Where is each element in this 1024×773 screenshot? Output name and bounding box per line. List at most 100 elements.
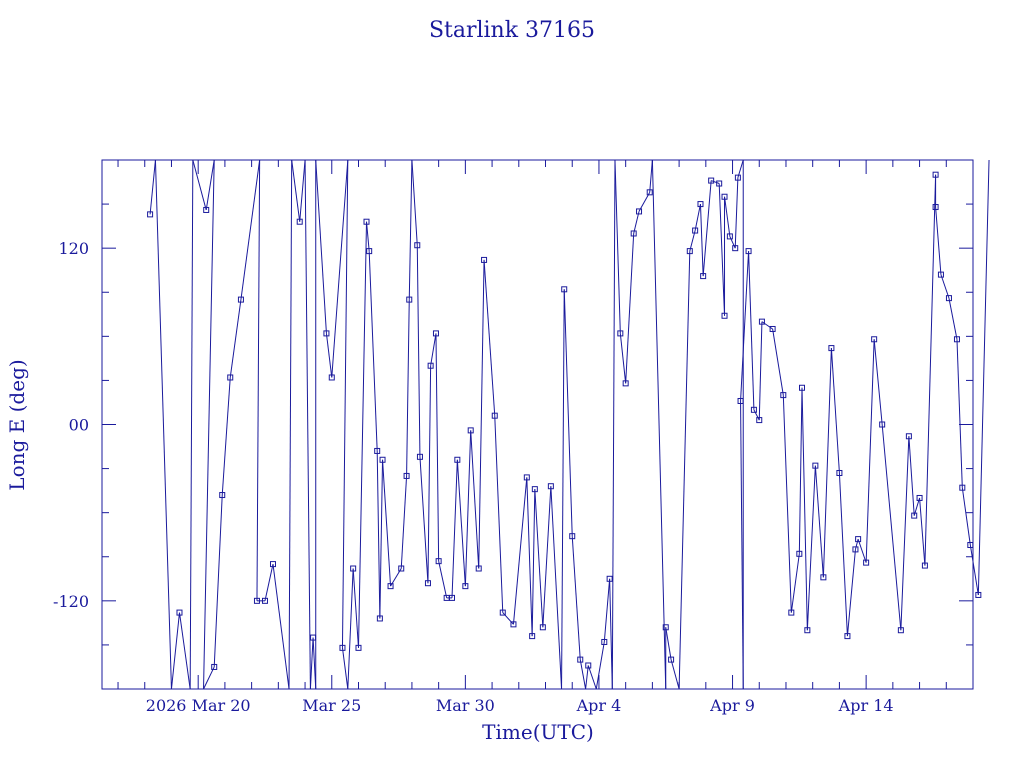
- data-point: [708, 177, 715, 184]
- series-segment: [702, 180, 712, 277]
- data-point: [622, 380, 629, 387]
- data-point: [945, 295, 952, 302]
- data-point: [828, 345, 835, 352]
- series-segment: [229, 299, 242, 378]
- data-point: [363, 218, 370, 225]
- plot-area: [147, 159, 990, 690]
- y-tick-label: -120: [53, 592, 89, 611]
- data-point: [350, 565, 357, 572]
- series-segment: [758, 321, 763, 421]
- data-point: [577, 656, 584, 663]
- series-segment: [718, 183, 726, 316]
- y-tick-label: 120: [58, 239, 89, 258]
- series-segment: [170, 612, 180, 690]
- data-point: [932, 171, 939, 178]
- series-segment: [595, 641, 605, 690]
- series-segment: [408, 159, 413, 300]
- data-point: [916, 494, 923, 501]
- series-segment: [331, 159, 349, 378]
- data-point: [967, 541, 974, 548]
- series-segment: [240, 159, 261, 300]
- data-point: [662, 624, 669, 631]
- x-tick-label: Mar 30: [436, 696, 495, 715]
- data-point: [617, 330, 624, 337]
- series-segment: [935, 206, 942, 275]
- series-segment: [846, 549, 856, 637]
- data-point: [855, 536, 862, 543]
- series-segment: [977, 159, 990, 595]
- series-segment: [464, 430, 472, 587]
- data-point: [646, 189, 653, 196]
- data-point: [454, 456, 461, 463]
- series-segment: [416, 245, 421, 457]
- series-segment: [625, 233, 635, 384]
- series-segment: [806, 465, 816, 631]
- data-point: [547, 483, 554, 490]
- series-segment: [550, 486, 563, 690]
- data-point: [726, 233, 733, 240]
- data-point: [403, 472, 410, 479]
- data-point: [863, 559, 870, 566]
- data-point: [585, 662, 592, 669]
- x-tick-label: Apr 4: [576, 696, 622, 715]
- series-segment: [694, 203, 701, 231]
- series-segment: [857, 538, 867, 563]
- series-segment: [456, 459, 466, 587]
- series-segment: [633, 211, 640, 234]
- data-point: [700, 273, 707, 280]
- data-point: [905, 433, 912, 440]
- data-point: [237, 296, 244, 303]
- y-tick-label: 00: [69, 416, 89, 435]
- data-point: [734, 174, 741, 181]
- series-segment: [651, 159, 667, 690]
- data-point: [686, 248, 693, 255]
- series-segment: [801, 387, 808, 631]
- series-segment: [264, 563, 274, 601]
- series-segment: [678, 251, 691, 690]
- series-segment: [149, 159, 156, 215]
- data-point: [539, 624, 546, 631]
- series-segment: [940, 274, 950, 299]
- data-point: [636, 208, 643, 215]
- series-segment: [724, 196, 731, 237]
- series-segment: [341, 159, 349, 648]
- series-segment: [379, 459, 384, 619]
- series-segment: [854, 538, 859, 550]
- data-point: [323, 330, 330, 337]
- y-axis: -120 00 120: [53, 203, 973, 646]
- series-segment: [609, 578, 613, 690]
- series-segment: [571, 536, 581, 660]
- data-point: [932, 204, 939, 211]
- data-point: [852, 546, 859, 553]
- data-point: [737, 397, 744, 404]
- series-segment: [205, 159, 215, 211]
- data-point: [510, 621, 517, 628]
- data-point: [366, 248, 373, 255]
- data-point: [387, 583, 394, 590]
- series-segment: [961, 487, 971, 546]
- data-point: [844, 633, 851, 640]
- data-point: [975, 591, 982, 598]
- series-segment: [969, 544, 979, 596]
- data-point: [376, 615, 383, 622]
- data-point: [750, 406, 757, 413]
- data-point: [804, 627, 811, 634]
- series-segment: [830, 348, 840, 474]
- series-segment: [908, 436, 915, 516]
- data-point: [756, 417, 763, 424]
- data-point: [406, 296, 413, 303]
- series-segment: [438, 561, 448, 599]
- data-point: [467, 427, 474, 434]
- series-segment: [542, 486, 552, 628]
- series-segment: [256, 159, 261, 601]
- data-point: [879, 421, 886, 428]
- data-point: [427, 362, 434, 369]
- series-segment: [192, 159, 207, 211]
- series-segment: [611, 159, 616, 690]
- series-segment: [873, 339, 883, 425]
- series-segment: [699, 204, 704, 277]
- data-point: [491, 412, 498, 419]
- series-segment: [304, 159, 311, 690]
